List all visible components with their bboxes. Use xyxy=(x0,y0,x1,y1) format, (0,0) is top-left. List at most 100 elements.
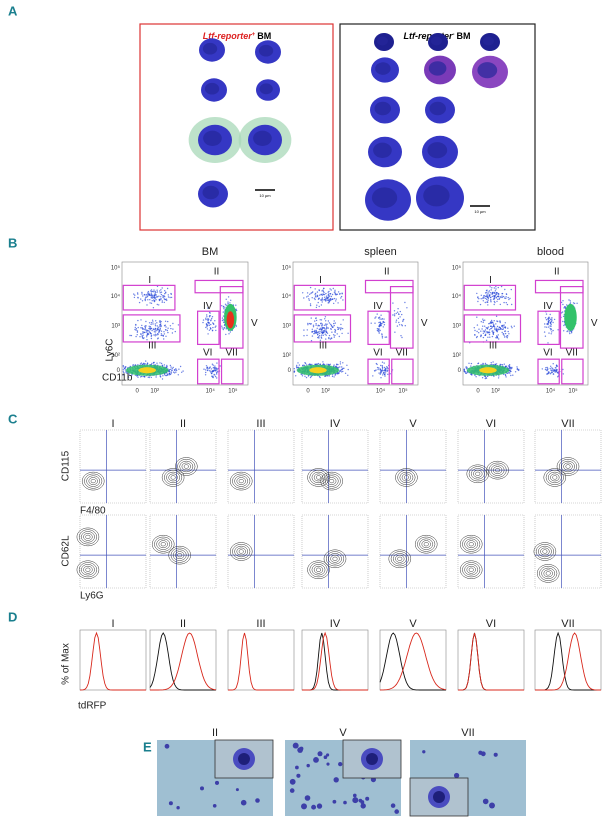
event-dot xyxy=(466,373,467,374)
event-dot xyxy=(382,362,383,363)
event-dot xyxy=(377,328,378,329)
event-dot xyxy=(476,317,477,318)
event-dot xyxy=(548,372,549,373)
event-dot xyxy=(328,295,329,296)
event-dot xyxy=(323,288,324,289)
event-dot xyxy=(497,293,498,294)
event-dot xyxy=(205,372,206,373)
event-dot xyxy=(169,373,170,374)
inset-nucleus xyxy=(433,791,445,803)
event-dot xyxy=(151,303,152,304)
event-dot xyxy=(311,292,312,293)
x-tick-label: 10² xyxy=(491,389,500,395)
event-dot xyxy=(498,375,499,376)
event-dot xyxy=(156,363,157,364)
event-dot xyxy=(495,286,496,287)
event-dot xyxy=(563,316,564,317)
event-dot xyxy=(318,298,319,299)
event-dot xyxy=(161,292,162,293)
event-dot xyxy=(139,336,140,337)
event-dot xyxy=(576,303,577,304)
event-dot xyxy=(382,374,383,375)
event-dot xyxy=(502,332,503,333)
event-dot xyxy=(511,327,512,328)
event-dot xyxy=(396,320,397,321)
inset-nucleus xyxy=(238,753,250,765)
event-dot xyxy=(550,373,551,374)
population-title: IV xyxy=(330,418,341,430)
event-dot xyxy=(384,369,385,370)
event-dot xyxy=(380,370,381,371)
event-dot xyxy=(303,365,304,366)
event-dot xyxy=(380,315,381,316)
cell-dot xyxy=(353,794,357,798)
event-dot xyxy=(482,319,483,320)
event-dot xyxy=(171,370,172,371)
event-dot xyxy=(496,328,497,329)
event-dot xyxy=(497,337,498,338)
event-dot xyxy=(551,319,552,320)
event-dot xyxy=(325,299,326,300)
event-dot xyxy=(150,324,151,325)
event-dot xyxy=(215,325,216,326)
gate-label: III xyxy=(148,340,156,351)
event-dot xyxy=(550,368,551,369)
cell-dot xyxy=(334,777,339,782)
event-dot xyxy=(387,370,388,371)
event-dot xyxy=(371,323,372,324)
event-dot xyxy=(552,330,553,331)
event-dot xyxy=(339,327,340,328)
event-dot xyxy=(332,294,333,295)
event-dot xyxy=(406,307,407,308)
event-dot xyxy=(480,331,481,332)
event-dot xyxy=(325,376,326,377)
event-dot xyxy=(135,330,136,331)
event-dot xyxy=(555,370,556,371)
event-dot xyxy=(496,294,497,295)
event-dot xyxy=(484,320,485,321)
event-dot xyxy=(162,375,163,376)
event-dot xyxy=(170,325,171,326)
event-dot xyxy=(309,323,310,324)
event-dot xyxy=(170,369,171,370)
event-dot xyxy=(161,294,162,295)
y-axis-label: CD62L xyxy=(61,535,72,567)
event-dot xyxy=(382,337,383,338)
gate-label: VI xyxy=(203,348,212,359)
event-dot xyxy=(332,299,333,300)
density-core xyxy=(138,367,156,373)
event-dot xyxy=(561,302,562,303)
event-dot xyxy=(230,300,231,301)
event-dot xyxy=(340,363,341,364)
plot-title: spleen xyxy=(364,246,396,258)
event-dot xyxy=(212,364,213,365)
cell-dot xyxy=(494,753,498,757)
event-dot xyxy=(508,331,509,332)
event-dot xyxy=(167,330,168,331)
tissue: BM xyxy=(257,31,271,41)
plot-frame xyxy=(150,630,216,690)
event-dot xyxy=(485,329,486,330)
event-dot xyxy=(495,288,496,289)
event-dot xyxy=(169,297,170,298)
event-dot xyxy=(551,333,552,334)
event-dot xyxy=(504,364,505,365)
event-dot xyxy=(145,297,146,298)
event-dot xyxy=(378,367,379,368)
event-dot xyxy=(142,300,143,301)
event-dot xyxy=(146,330,147,331)
event-dot xyxy=(225,334,226,335)
event-dot xyxy=(228,296,229,297)
event-dot xyxy=(315,323,316,324)
event-dot xyxy=(317,296,318,297)
event-dot xyxy=(153,307,154,308)
y-tick-label: 10⁴ xyxy=(111,293,121,300)
plot-title: BM xyxy=(202,246,219,258)
event-dot xyxy=(154,294,155,295)
event-dot xyxy=(509,364,510,365)
event-dot xyxy=(301,374,302,375)
event-dot xyxy=(516,366,517,367)
event-dot xyxy=(165,292,166,293)
event-dot xyxy=(294,371,295,372)
event-dot xyxy=(316,307,317,308)
